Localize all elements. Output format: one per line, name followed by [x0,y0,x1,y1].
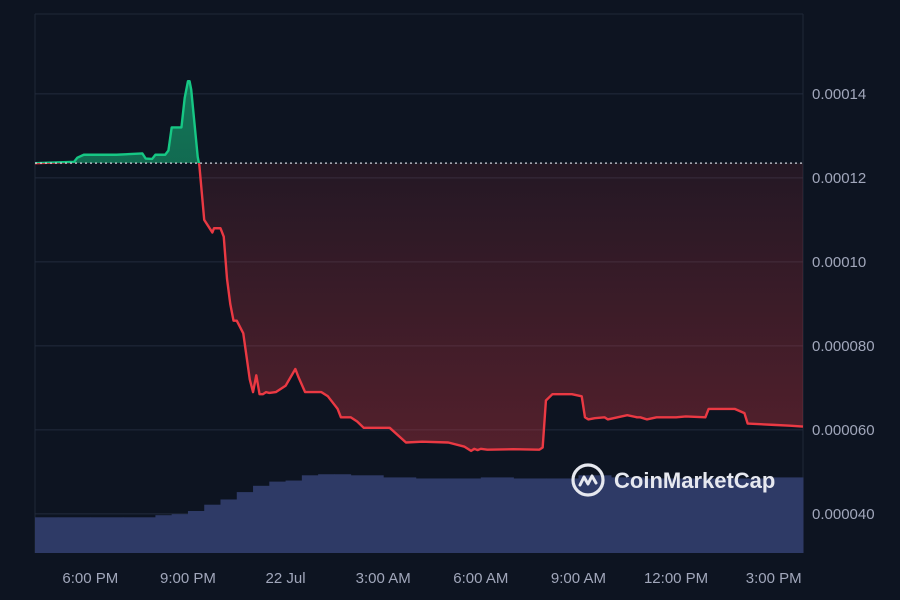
volume-bar [545,478,579,553]
volume-bar [57,517,91,553]
y-axis-labels: 0.00014 0.00012 0.00010 0.000080 0.000060 0.0… [812,86,875,523]
price-line-down [34,163,804,453]
y-tick-label: 0.00012 [812,170,866,187]
volume-bar [253,485,270,553]
volume-bar [334,474,352,553]
volume-bar [318,474,335,553]
price-line [34,80,804,453]
area-fill-above-baseline [35,81,199,164]
volume-bar [187,511,205,553]
x-tick-label: 6:00 AM [453,570,508,587]
x-tick-label: 22 Jul [266,570,306,587]
volume-bar [480,477,514,553]
volume-bar [643,478,677,553]
volume-bar [350,475,384,553]
x-tick-label: 3:00 AM [356,570,411,587]
volume-bar [204,504,221,553]
volume-bar [708,478,742,553]
y-tick-label: 0.000080 [812,338,875,355]
volume-bar [676,478,710,553]
volume-bar [773,477,804,553]
volume-bar [269,481,287,553]
volume-bar [513,478,547,553]
volume-bar [90,517,124,553]
volume-bar [611,477,645,553]
x-axis-labels: 6:00 PM 9:00 PM 22 Jul 3:00 AM 6:00 AM 9:00 A… [62,570,801,587]
y-tick-label: 0.000060 [812,422,875,439]
x-tick-label: 3:00 PM [746,570,802,587]
volume-bar [155,515,173,553]
volume-bar [741,478,775,553]
x-tick-label: 9:00 AM [551,570,606,587]
volume-bar [415,478,449,553]
volume-bar [448,478,482,553]
volume-bar [383,477,417,553]
coinmarketcap-watermark: CoinMarketCap [571,463,775,497]
price-area-fills [35,81,803,451]
volume-bar [301,475,319,553]
watermark-text: CoinMarketCap [614,468,775,493]
area-fill-below-baseline [35,163,803,451]
volume-bar [578,475,612,553]
volume-bar [220,499,238,553]
volume-bar [171,514,189,553]
y-tick-label: 0.00014 [812,86,866,103]
volume-bars [35,474,804,553]
volume-bar [236,492,254,553]
x-tick-label: 6:00 PM [62,570,118,587]
volume-bar [35,517,59,553]
y-tick-label: 0.00010 [812,254,866,271]
coinmarketcap-logo-icon [571,463,605,497]
price-line-up [34,80,201,164]
volume-bar [285,480,303,553]
x-tick-label: 9:00 PM [160,570,216,587]
volume-bar [122,517,156,553]
x-tick-label: 12:00 PM [644,570,708,587]
y-tick-label: 0.000040 [812,506,875,523]
